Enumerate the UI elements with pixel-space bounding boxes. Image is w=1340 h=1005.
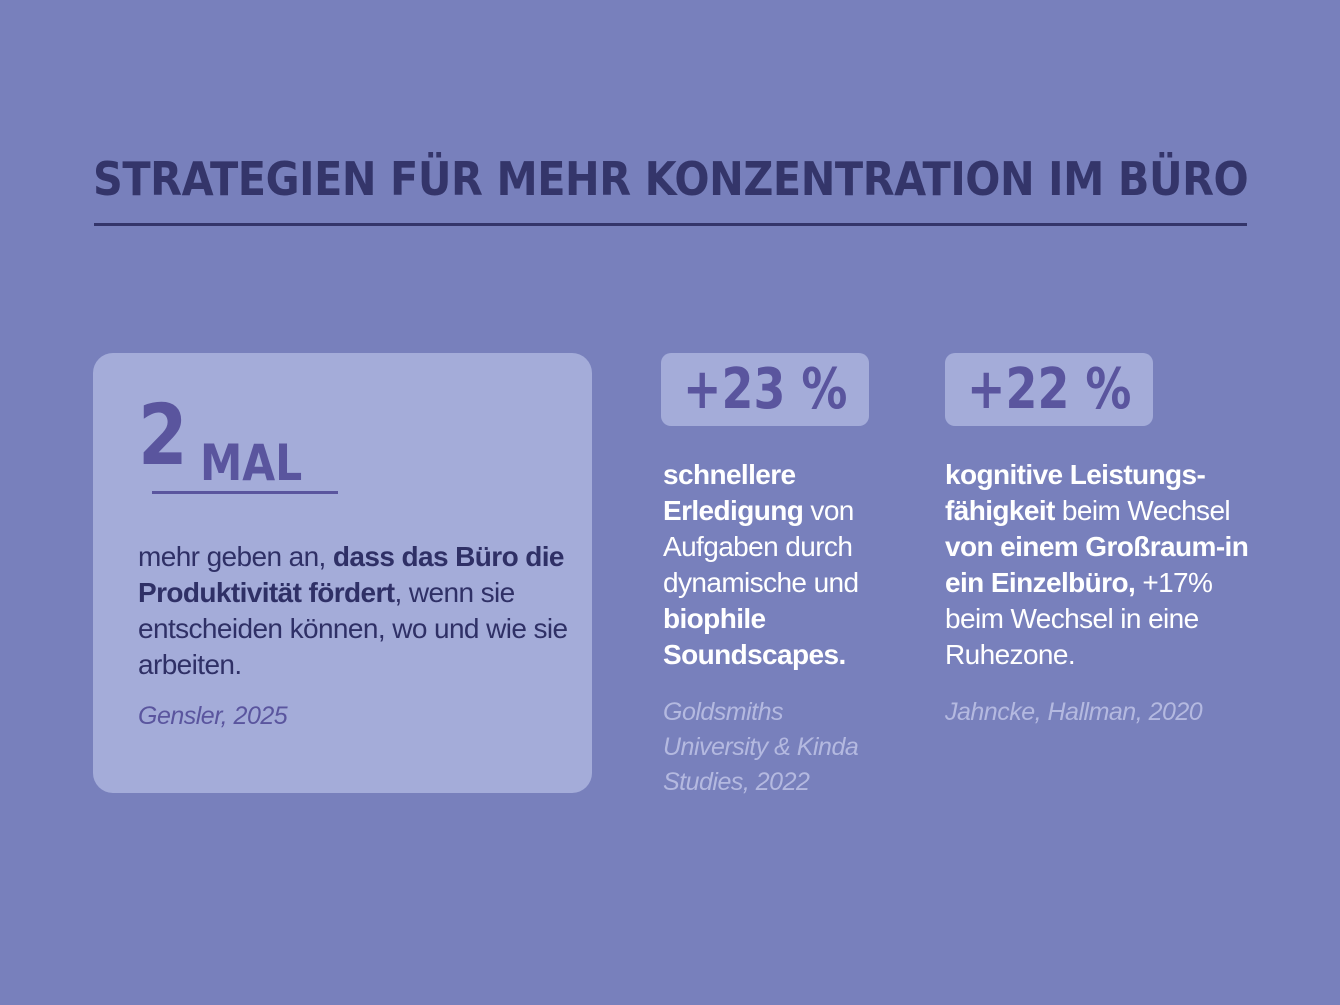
stat-source-1: Goldsmiths University & Kinda Studies, 2… [663,698,859,796]
stat-1-bold-2: biophile Soundscapes. [663,603,846,670]
card-text-plain-2: , wenn sie entscheiden können, wo und wi… [138,577,568,680]
stat-1-bold-1: schnellere Erledigung [663,459,804,526]
stat-source-2: Jahncke, Hallman, 2020 [945,698,1203,726]
title-underline [94,223,1247,226]
big-number: 2 [138,386,188,484]
page-title: STRATEGIEN FÜR MEHR KONZENTRATION IM BÜR… [93,152,1249,206]
big-number-unit: MAL [200,434,303,492]
stat-2-bold-1: kognitive Leistungs-fähigkeit [945,459,1206,526]
stat-value-2: +22 % [966,356,1132,422]
stat-2-bold-2: von einem Großraum-in ein Einzelbüro, [945,531,1249,598]
card-text-plain-1: mehr geben an, [138,541,333,572]
stat-value-1: +23 % [682,356,848,422]
stat-badge-1: +23 % [661,353,869,426]
card-source: Gensler, 2025 [138,702,288,730]
stat-2-plain-2: +17% beim Wechsel in eine Ruhezone. [945,567,1213,670]
stat-badge-2: +22 % [945,353,1153,426]
card-text-bold-1: dass das Büro die Produktivität fördert [138,541,565,608]
stat-description-1: schnellere Erledigung von Aufgaben durch… [663,457,878,673]
stat-1-plain-1: von Aufgaben durch dynamische und [663,495,859,598]
stat-card-main: 2 MAL mehr geben an, dass das Büro die P… [93,353,592,793]
stat-2-plain-1: beim Wechsel [1054,495,1231,526]
big-number-underline [152,491,338,494]
card-description: mehr geben an, dass das Büro die Produkt… [138,539,568,683]
stat-description-2: kognitive Leistungs-fähigkeit beim Wechs… [945,457,1265,673]
